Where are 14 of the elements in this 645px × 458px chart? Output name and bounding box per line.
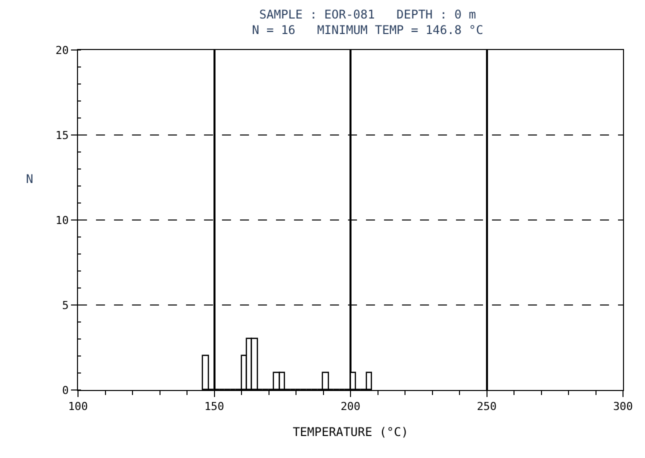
y-tick-label: 0 (62, 384, 69, 397)
y-tick-label: 20 (56, 44, 69, 57)
x-tick-label: 250 (476, 400, 497, 414)
chart-title: SAMPLE : EOR-081 DEPTH : 0 m (259, 7, 476, 22)
x-tick-label: 300 (613, 400, 633, 414)
y-axis-title: N (26, 172, 34, 186)
chart-subtitle: N = 16 MINIMUM TEMP = 146.8 °C (252, 22, 484, 37)
x-tick-label: 100 (68, 400, 88, 414)
x-tick-label: 200 (340, 400, 360, 414)
y-tick-label: 5 (62, 298, 69, 312)
x-axis-title: TEMPERATURE (°C) (292, 425, 408, 440)
y-tick-label: 15 (56, 128, 69, 142)
x-tick-label: 150 (204, 400, 224, 414)
y-tick-label: 10 (56, 214, 69, 227)
